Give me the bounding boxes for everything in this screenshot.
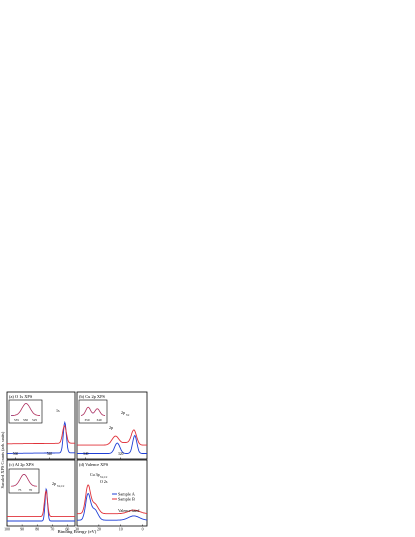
x-tick-label-d-3: 0 [142,528,144,532]
x-axis-label: Binding Energy (eV) [58,529,97,534]
legend-label-a: Sample A [118,492,136,497]
inset-a-b [11,403,41,416]
panel-a-title: (a) O 1s XPS [9,394,33,399]
panel-d-frame [76,459,148,527]
inset-a-tick-1: 530 [23,418,28,422]
panel-a-peak-label: 1s [56,408,60,413]
panel-b-frame [76,391,148,460]
x-tick-label-c-4: 60 [66,528,70,532]
inset-a-tick-0: 535 [14,418,19,422]
series-b-sample-b [77,429,147,446]
panel-c-inset [8,468,40,494]
x-tick-label-b-0: 340 [83,452,89,456]
panel-a-inset [8,399,43,424]
panel-a-frame [6,391,76,460]
inset-b-b [81,406,106,416]
x-tick-label-c-0: 100 [4,528,10,532]
panel-d-peak-label-vb: Valence band [118,508,139,513]
panel-c-frame [6,459,76,527]
series-b-sample-a [77,434,147,454]
panel-d-peak-label-o: O 2s [100,479,108,484]
x-tick-label-c-1: 90 [20,528,24,532]
panel-b-peak-sub: 3/2 [126,414,130,417]
inset-c-a [10,474,38,487]
y-axis-label: Sacaled XPS Counts (arb. units) [0,431,5,488]
inset-c-b [10,474,38,487]
series-d-sample-b [77,484,148,515]
legend-label-b: Sample B [118,497,135,502]
x-tick-label-b-1: 320 [118,452,124,456]
x-tick-label-d-2: 10 [119,528,123,532]
panel-d-peak-label-cu: Cu 3p [90,472,100,477]
inset-b-tick-0: 350 [84,418,89,422]
series-a-sample-b [7,425,75,445]
inset-b-tick-1: 340 [96,418,101,422]
inset-c-tick-0: 75 [18,488,22,492]
panel-b-title: (b) Cu 2p XPS [79,394,106,399]
inset-c-tick-1: 70 [29,488,33,492]
x-tick-label-c-3: 70 [50,528,54,532]
series-d-sample-a [77,492,148,521]
x-tick-label-c-2: 80 [35,528,39,532]
panel-d-peak-sub: 3/2,1/2 [100,476,108,479]
panel-c-title: (c) Al 2p XPS [9,462,34,467]
panel-d-title: (d) Valence XPS [79,462,109,467]
series-a-sample-a [7,420,75,454]
panel-b-peak-label-2: 2p [121,410,125,415]
panel-b-inset [78,399,108,424]
x-tick-label-a-1: 540 [47,452,53,456]
series-c-sample-a [7,487,75,522]
x-tick-label-d-1: 20 [97,528,101,532]
series-c-sample-b [7,489,75,518]
legend: Sample A Sample B [112,492,136,502]
inset-a-tick-2: 525 [32,418,37,422]
x-tick-label-a-0: 560 [13,452,19,456]
curves-layer [6,403,148,526]
x-tick-label-d-0: 30 [75,528,79,532]
inset-a-a [11,403,41,416]
panel-c-peak-sub: 3/2,1/2 [57,485,65,488]
panel-c-peak-label: 2p [52,481,56,486]
panel-b-peak-label-1: 2p [109,425,113,430]
